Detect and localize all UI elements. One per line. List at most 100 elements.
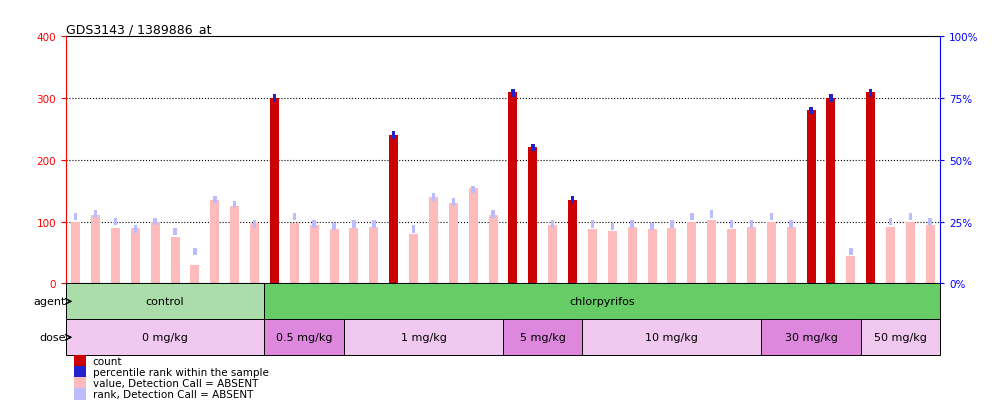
Bar: [707, 220, 716, 284]
Text: value, Detection Call = ABSENT: value, Detection Call = ABSENT: [93, 378, 258, 388]
Bar: [370, 227, 378, 284]
Bar: [190, 265, 199, 284]
Bar: [829, 95, 833, 102]
Bar: [150, 222, 159, 284]
Bar: [727, 230, 736, 284]
Bar: [71, 222, 80, 284]
Bar: [411, 226, 415, 233]
Bar: [250, 223, 259, 284]
Bar: [290, 223, 299, 284]
Bar: [230, 206, 239, 284]
Bar: [133, 226, 137, 233]
Text: 30 mg/kg: 30 mg/kg: [785, 332, 838, 342]
Bar: [153, 218, 157, 226]
Bar: [571, 196, 575, 204]
Bar: [647, 230, 656, 284]
Bar: [528, 148, 537, 284]
Bar: [906, 222, 915, 284]
Text: 10 mg/kg: 10 mg/kg: [645, 332, 698, 342]
Text: agent: agent: [33, 297, 66, 306]
Bar: [690, 214, 693, 221]
Bar: [111, 228, 120, 284]
Bar: [730, 221, 733, 228]
Text: 0 mg/kg: 0 mg/kg: [142, 332, 188, 342]
Bar: [293, 214, 296, 221]
Bar: [310, 225, 319, 284]
Bar: [193, 248, 197, 255]
Bar: [511, 90, 515, 97]
Bar: [908, 214, 912, 221]
Bar: [265, 320, 344, 356]
Text: rank, Detection Call = ABSENT: rank, Detection Call = ABSENT: [93, 389, 253, 399]
Bar: [130, 228, 139, 284]
Bar: [588, 230, 597, 284]
Bar: [389, 136, 398, 284]
Bar: [926, 225, 935, 284]
Bar: [787, 227, 796, 284]
Bar: [75, 355, 86, 368]
Bar: [449, 204, 458, 284]
Bar: [888, 218, 892, 226]
Text: GDS3143 / 1389886_at: GDS3143 / 1389886_at: [66, 23, 211, 36]
Text: control: control: [145, 297, 184, 306]
Bar: [66, 320, 265, 356]
Bar: [75, 388, 86, 400]
Bar: [790, 221, 793, 228]
Bar: [611, 223, 615, 231]
Bar: [770, 214, 773, 221]
Bar: [809, 107, 813, 115]
Bar: [807, 111, 816, 284]
Bar: [409, 235, 418, 284]
Text: 0.5 mg/kg: 0.5 mg/kg: [276, 332, 333, 342]
Bar: [847, 256, 856, 284]
Bar: [508, 93, 517, 284]
Bar: [372, 221, 375, 228]
Text: dose: dose: [39, 332, 66, 342]
Bar: [710, 211, 713, 218]
Bar: [66, 284, 265, 320]
Bar: [630, 221, 634, 228]
Bar: [253, 221, 256, 228]
Bar: [849, 248, 853, 255]
Bar: [928, 218, 932, 226]
Bar: [568, 200, 577, 284]
Bar: [608, 231, 617, 284]
Bar: [451, 199, 455, 206]
Bar: [391, 132, 395, 140]
Bar: [827, 99, 836, 284]
Bar: [469, 188, 478, 284]
Bar: [591, 221, 595, 228]
Bar: [114, 218, 118, 226]
Bar: [170, 237, 179, 284]
Bar: [548, 225, 557, 284]
Bar: [75, 366, 86, 378]
Bar: [233, 201, 236, 209]
Bar: [687, 222, 696, 284]
Bar: [583, 320, 761, 356]
Text: 5 mg/kg: 5 mg/kg: [520, 332, 566, 342]
Bar: [750, 221, 753, 228]
Text: 1 mg/kg: 1 mg/kg: [400, 332, 446, 342]
Bar: [431, 194, 435, 201]
Bar: [353, 221, 356, 228]
Bar: [861, 320, 940, 356]
Bar: [627, 227, 636, 284]
Bar: [210, 200, 219, 284]
Bar: [94, 211, 98, 218]
Bar: [670, 221, 673, 228]
Bar: [869, 90, 872, 97]
Bar: [273, 95, 276, 102]
Bar: [270, 99, 279, 284]
Bar: [491, 211, 495, 218]
Bar: [489, 216, 498, 284]
Bar: [75, 377, 86, 389]
Bar: [91, 216, 100, 284]
Bar: [867, 93, 875, 284]
Text: chlorpyrifos: chlorpyrifos: [570, 297, 635, 306]
Bar: [333, 223, 336, 231]
Bar: [350, 228, 359, 284]
Bar: [531, 145, 535, 152]
Bar: [667, 228, 676, 284]
Bar: [761, 320, 861, 356]
Bar: [265, 284, 940, 320]
